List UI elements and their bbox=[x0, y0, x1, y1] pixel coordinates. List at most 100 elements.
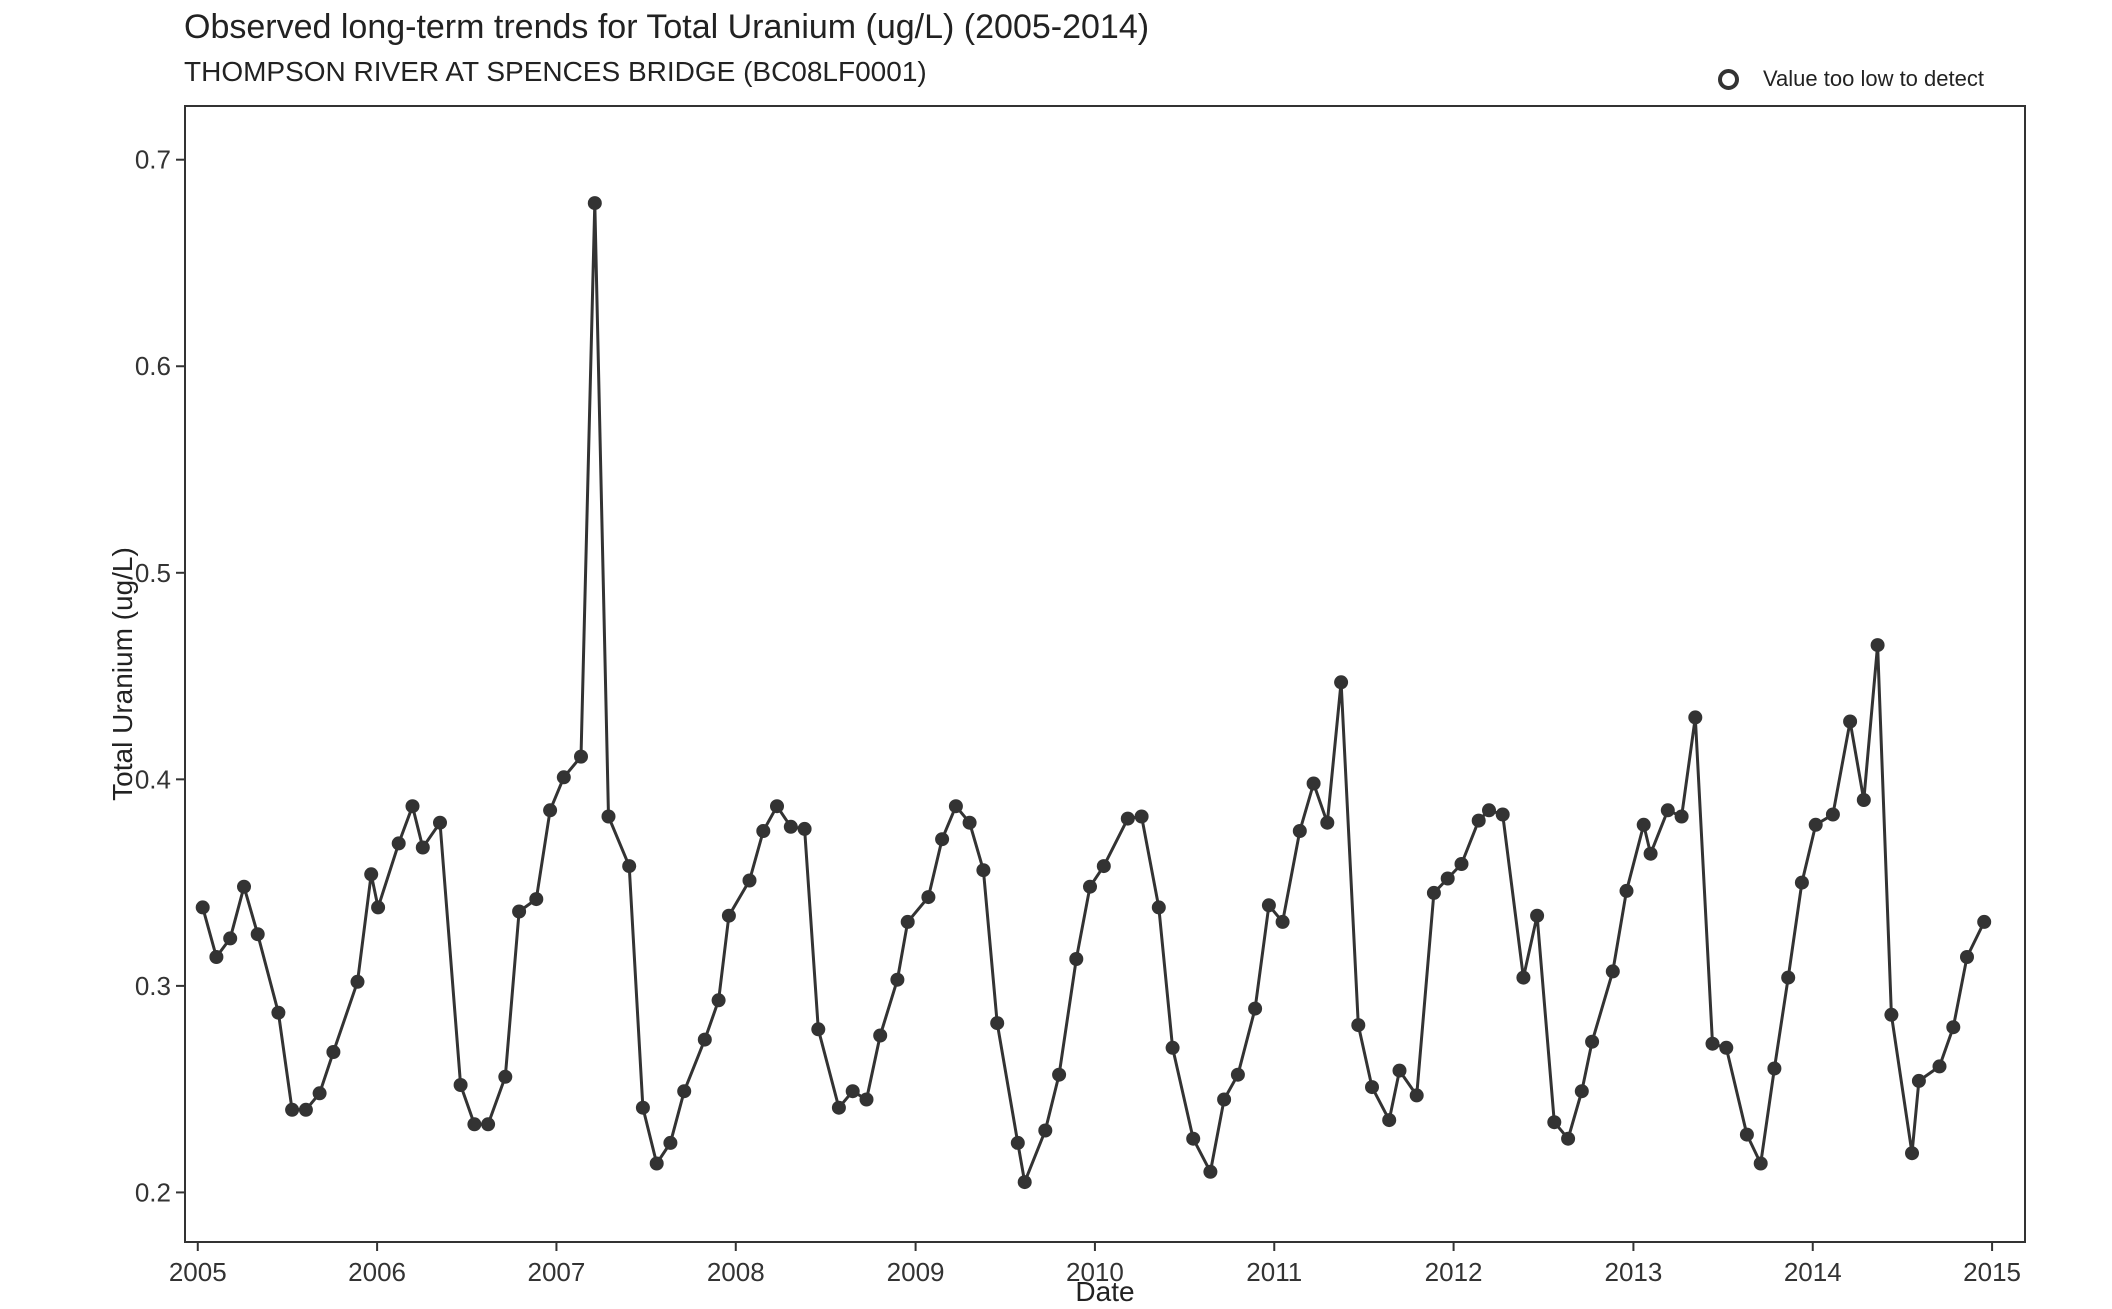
chart-title: Observed long-term trends for Total Uran… bbox=[184, 8, 1150, 46]
data-point bbox=[1382, 1113, 1397, 1128]
x-tick-label: 2007 bbox=[528, 1257, 586, 1287]
data-point bbox=[512, 904, 527, 919]
data-point bbox=[770, 799, 784, 814]
data-point bbox=[1454, 857, 1469, 871]
chart-subtitle: THOMPSON RIVER AT SPENCES BRIDGE (BC08LF… bbox=[184, 56, 927, 87]
data-point bbox=[312, 1086, 327, 1101]
data-point bbox=[649, 1156, 664, 1171]
data-point bbox=[811, 1022, 826, 1037]
data-point bbox=[921, 890, 936, 905]
data-point bbox=[1674, 809, 1689, 824]
data-point bbox=[481, 1117, 496, 1132]
data-point bbox=[1585, 1034, 1600, 1049]
x-tick-label: 2009 bbox=[887, 1257, 945, 1287]
data-point bbox=[1292, 824, 1307, 838]
x-tick-label: 2015 bbox=[1963, 1257, 2021, 1287]
data-point bbox=[415, 840, 430, 855]
data-point bbox=[1482, 803, 1496, 818]
data-point bbox=[271, 1005, 286, 1020]
data-point bbox=[990, 1016, 1005, 1031]
data-point bbox=[1495, 807, 1510, 822]
y-tick-label: 0.4 bbox=[135, 764, 171, 794]
data-point bbox=[1705, 1036, 1720, 1051]
data-point bbox=[1932, 1059, 1947, 1074]
data-point bbox=[1069, 952, 1084, 966]
data-point bbox=[1547, 1115, 1562, 1130]
data-point bbox=[1739, 1127, 1754, 1142]
data-point bbox=[1426, 885, 1441, 900]
x-axis-label: Date bbox=[1075, 1276, 1134, 1307]
data-point bbox=[326, 1045, 341, 1059]
data-point bbox=[622, 859, 637, 874]
data-point bbox=[1516, 970, 1531, 985]
data-point bbox=[467, 1117, 482, 1132]
x-axis: 2005 2006 2007 2008 2009 2010 2011 2012 2013 2014… bbox=[169, 1242, 2021, 1287]
y-tick-label: 0.2 bbox=[135, 1177, 171, 1207]
data-point bbox=[1351, 1018, 1366, 1033]
data-point bbox=[433, 815, 447, 830]
data-point bbox=[285, 1102, 300, 1117]
x-tick-label: 2014 bbox=[1784, 1257, 1842, 1287]
data-point bbox=[1230, 1067, 1245, 1082]
legend: Value too low to detect bbox=[1718, 66, 1984, 92]
data-point bbox=[1856, 793, 1871, 807]
data-point bbox=[405, 799, 420, 814]
x-tick-label: 2005 bbox=[169, 1257, 227, 1287]
y-tick-label: 0.7 bbox=[135, 145, 171, 175]
data-point bbox=[391, 836, 406, 851]
data-point bbox=[1306, 776, 1321, 791]
data-point bbox=[1911, 1073, 1926, 1088]
data-point bbox=[1843, 714, 1858, 729]
data-point bbox=[587, 196, 602, 211]
data-point bbox=[1248, 1001, 1263, 1016]
data-point bbox=[1217, 1092, 1232, 1107]
legend-open-circle-icon bbox=[1718, 68, 1739, 90]
data-point bbox=[873, 1028, 888, 1043]
data-point bbox=[1334, 675, 1349, 690]
data-point bbox=[1275, 914, 1290, 929]
data-point bbox=[1530, 908, 1545, 923]
data-point bbox=[350, 974, 365, 989]
y-axis-label: Total Uranium (ug/L) bbox=[107, 547, 138, 801]
data-point bbox=[298, 1102, 313, 1117]
data-point bbox=[1471, 813, 1486, 828]
data-point bbox=[1186, 1131, 1201, 1146]
data-point bbox=[223, 931, 238, 946]
data-point bbox=[1619, 883, 1634, 898]
data-point bbox=[976, 863, 991, 878]
data-point bbox=[1808, 817, 1823, 832]
data-point bbox=[831, 1100, 846, 1115]
data-point bbox=[209, 950, 224, 964]
data-point bbox=[1165, 1040, 1180, 1055]
data-point bbox=[250, 927, 265, 942]
data-points bbox=[195, 196, 1992, 1190]
data-point bbox=[195, 900, 210, 915]
data-point bbox=[859, 1092, 874, 1107]
data-point bbox=[1605, 964, 1620, 979]
data-point bbox=[529, 892, 544, 907]
y-tick-label: 0.5 bbox=[135, 558, 171, 588]
data-point bbox=[845, 1084, 860, 1099]
data-point bbox=[1409, 1088, 1424, 1103]
data-point bbox=[1643, 846, 1658, 861]
data-point bbox=[742, 873, 757, 888]
data-point bbox=[900, 914, 915, 929]
data-point bbox=[601, 809, 616, 824]
data-point bbox=[935, 832, 950, 847]
data-point bbox=[1561, 1131, 1576, 1146]
data-point bbox=[1960, 950, 1974, 964]
data-point bbox=[1825, 807, 1840, 822]
data-point bbox=[1083, 879, 1097, 894]
data-point bbox=[1052, 1067, 1067, 1082]
data-point bbox=[962, 815, 977, 830]
x-tick-label: 2012 bbox=[1425, 1257, 1483, 1287]
data-point bbox=[1946, 1020, 1961, 1035]
legend-label: Value too low to detect bbox=[1763, 66, 1984, 91]
data-point bbox=[1781, 970, 1796, 985]
data-point bbox=[1719, 1040, 1734, 1055]
data-point bbox=[453, 1078, 468, 1092]
data-point bbox=[1392, 1063, 1407, 1078]
data-point bbox=[1365, 1080, 1379, 1095]
data-point bbox=[556, 770, 571, 785]
